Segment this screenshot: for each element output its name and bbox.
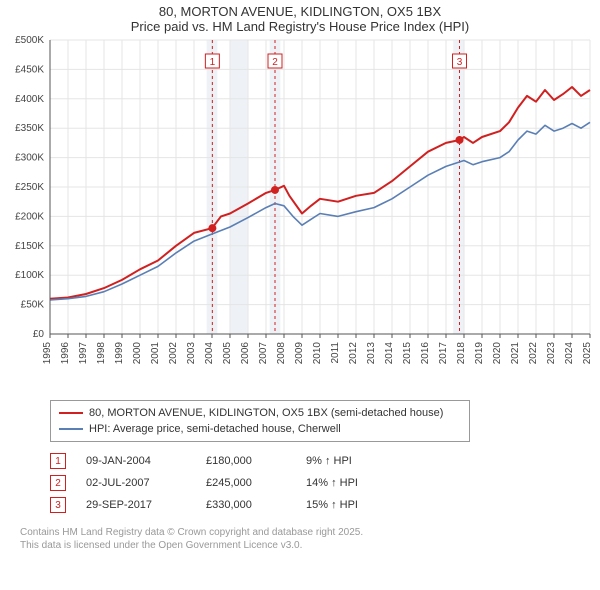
svg-text:2009: 2009 [294, 342, 305, 365]
svg-text:1997: 1997 [78, 342, 89, 365]
svg-text:£50K: £50K [21, 300, 45, 311]
svg-text:£0: £0 [33, 329, 45, 340]
svg-text:2021: 2021 [510, 342, 521, 365]
legend-box: 80, MORTON AVENUE, KIDLINGTON, OX5 1BX (… [50, 400, 470, 442]
svg-text:2002: 2002 [168, 342, 179, 365]
svg-text:2008: 2008 [276, 342, 287, 365]
svg-text:2003: 2003 [186, 342, 197, 365]
marker-row: 1 09-JAN-2004 £180,000 9% ↑ HPI [50, 450, 600, 472]
svg-text:£100K: £100K [15, 270, 44, 281]
legend-label: HPI: Average price, semi-detached house,… [89, 423, 341, 435]
svg-text:£400K: £400K [15, 94, 44, 105]
svg-text:2011: 2011 [330, 342, 341, 364]
svg-text:2013: 2013 [366, 342, 377, 365]
footer-line-2: This data is licensed under the Open Gov… [20, 539, 600, 552]
svg-text:1995: 1995 [42, 342, 53, 365]
legend-item: HPI: Average price, semi-detached house,… [59, 421, 461, 437]
marker-price: £180,000 [206, 455, 286, 467]
svg-text:£250K: £250K [15, 182, 44, 193]
svg-text:2005: 2005 [222, 342, 233, 365]
svg-text:2006: 2006 [240, 342, 251, 365]
svg-text:2020: 2020 [492, 342, 503, 365]
svg-text:2023: 2023 [546, 342, 557, 365]
svg-text:£150K: £150K [15, 241, 44, 252]
marker-price: £245,000 [206, 477, 286, 489]
marker-diff: 14% ↑ HPI [306, 477, 396, 489]
title-line-2: Price paid vs. HM Land Registry's House … [0, 19, 600, 34]
marker-date: 09-JAN-2004 [86, 455, 186, 467]
footer-line-1: Contains HM Land Registry data © Crown c… [20, 526, 600, 539]
svg-text:2019: 2019 [474, 342, 485, 365]
chart-titles: 80, MORTON AVENUE, KIDLINGTON, OX5 1BX P… [0, 0, 600, 34]
marker-date: 29-SEP-2017 [86, 499, 186, 511]
marker-row: 3 29-SEP-2017 £330,000 15% ↑ HPI [50, 494, 600, 516]
attribution-footer: Contains HM Land Registry data © Crown c… [20, 526, 600, 552]
svg-text:2015: 2015 [402, 342, 413, 365]
marker-date: 02-JUL-2007 [86, 477, 186, 489]
legend-label: 80, MORTON AVENUE, KIDLINGTON, OX5 1BX (… [89, 407, 443, 419]
marker-diff: 15% ↑ HPI [306, 499, 396, 511]
marker-diff: 9% ↑ HPI [306, 455, 396, 467]
marker-row: 2 02-JUL-2007 £245,000 14% ↑ HPI [50, 472, 600, 494]
svg-text:2004: 2004 [204, 342, 215, 365]
marker-price: £330,000 [206, 499, 286, 511]
legend-item: 80, MORTON AVENUE, KIDLINGTON, OX5 1BX (… [59, 405, 461, 421]
svg-text:2012: 2012 [348, 342, 359, 365]
svg-text:2022: 2022 [528, 342, 539, 365]
svg-text:2001: 2001 [150, 342, 161, 365]
svg-text:£500K: £500K [15, 35, 44, 46]
legend-swatch [59, 428, 83, 430]
svg-text:3: 3 [457, 57, 463, 68]
chart-area: £0 £50K £100K £150K £200K £250K £300K £350K £400… [0, 34, 600, 394]
marker-number-icon: 2 [50, 475, 66, 491]
svg-text:2025: 2025 [582, 342, 593, 365]
svg-text:£200K: £200K [15, 211, 44, 222]
svg-text:2014: 2014 [384, 342, 395, 365]
title-line-1: 80, MORTON AVENUE, KIDLINGTON, OX5 1BX [0, 4, 600, 19]
line-chart: £0 £50K £100K £150K £200K £250K £300K £350K £400… [0, 34, 600, 394]
svg-text:1999: 1999 [114, 342, 125, 365]
svg-text:2016: 2016 [420, 342, 431, 365]
svg-text:£300K: £300K [15, 153, 44, 164]
svg-text:2024: 2024 [564, 342, 575, 365]
svg-text:1: 1 [210, 57, 216, 68]
svg-text:2000: 2000 [132, 342, 143, 365]
svg-text:2018: 2018 [456, 342, 467, 365]
svg-text:2017: 2017 [438, 342, 449, 365]
svg-text:£450K: £450K [15, 64, 44, 75]
svg-text:1996: 1996 [60, 342, 71, 365]
legend-swatch [59, 412, 83, 414]
svg-text:2: 2 [272, 57, 278, 68]
svg-text:2007: 2007 [258, 342, 269, 365]
marker-number-icon: 3 [50, 497, 66, 513]
svg-text:1998: 1998 [96, 342, 107, 365]
svg-text:£350K: £350K [15, 123, 44, 134]
marker-number-icon: 1 [50, 453, 66, 469]
svg-text:2010: 2010 [312, 342, 323, 365]
markers-table: 1 09-JAN-2004 £180,000 9% ↑ HPI 2 02-JUL-2007… [50, 450, 600, 516]
